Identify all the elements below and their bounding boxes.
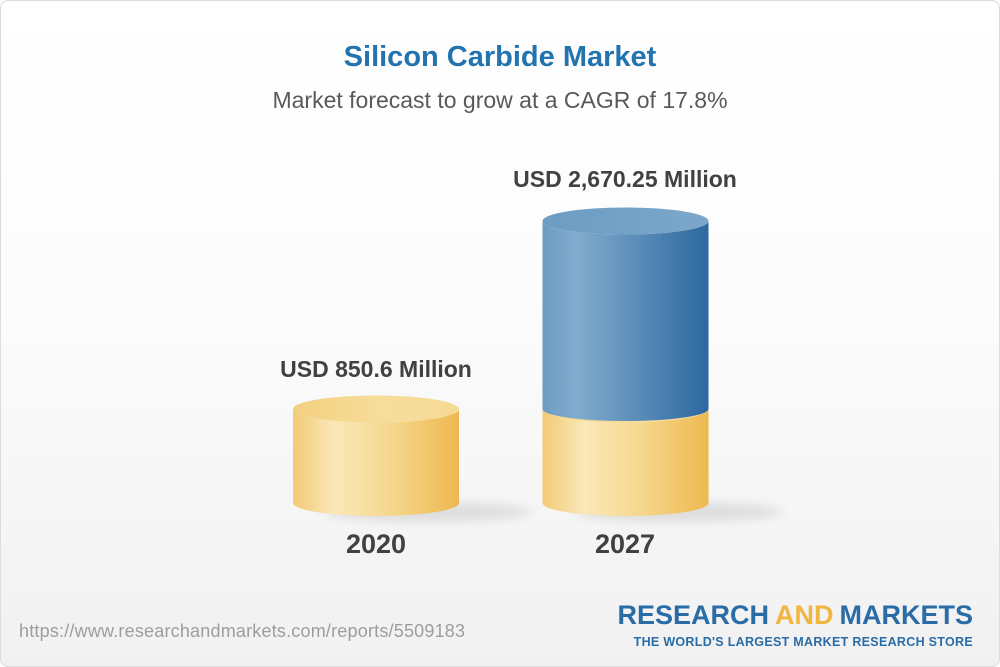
logo-word-and: AND bbox=[775, 600, 834, 630]
page-title: Silicon Carbide Market bbox=[343, 41, 657, 73]
logo-wordmark: RESEARCH AND MARKETS bbox=[617, 602, 973, 629]
axis-label-2020: 2020 bbox=[345, 529, 407, 559]
logo-tagline: THE WORLD'S LARGEST MARKET RESEARCH STOR… bbox=[633, 635, 973, 649]
research-and-markets-logo: RESEARCH AND MARKETS THE WORLD'S LARGEST M… bbox=[617, 602, 973, 650]
value-label-2027: USD 2,670.25 Million bbox=[513, 166, 737, 192]
logo-word-research: RESEARCH bbox=[617, 600, 769, 630]
bar-2027-cylinder bbox=[542, 207, 709, 516]
value-label-2020: USD 850.6 Million bbox=[280, 356, 472, 382]
report-url: https://www.researchandmarkets.com/repor… bbox=[19, 621, 466, 641]
logo-word-markets: MARKETS bbox=[839, 600, 974, 630]
axis-label-2027: 2027 bbox=[594, 529, 656, 559]
bar-2020-cylinder bbox=[293, 395, 459, 516]
page-subtitle: Market forecast to grow at a CAGR of 17.… bbox=[272, 87, 728, 113]
